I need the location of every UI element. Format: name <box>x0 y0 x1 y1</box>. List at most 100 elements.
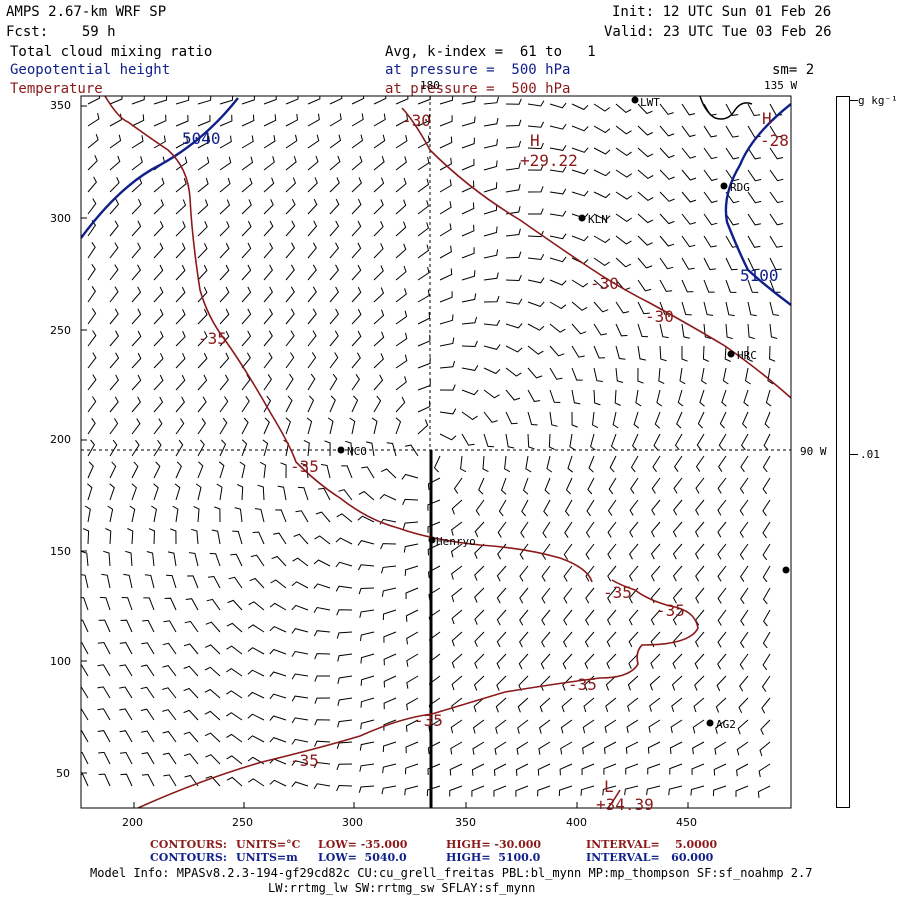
wind-barb <box>593 257 610 267</box>
wind-barb <box>695 455 705 472</box>
wind-barb <box>193 505 200 523</box>
colorbar-top-tick <box>850 100 858 101</box>
wind-barb <box>241 308 252 325</box>
wind-barb <box>769 323 778 339</box>
wind-barb <box>528 208 544 215</box>
wind-barb <box>307 330 317 347</box>
wind-barb <box>175 374 186 391</box>
contour-info-height-high: HIGH= 5100.0 <box>446 851 541 864</box>
temp-label: -28 <box>760 131 789 150</box>
wind-barb <box>451 631 463 647</box>
wind-barb <box>336 763 353 771</box>
wind-barb <box>219 177 231 193</box>
wind-barb <box>505 228 521 237</box>
y-tick: 100 <box>50 655 71 668</box>
wind-barb <box>747 257 760 271</box>
wind-barb <box>603 741 617 754</box>
wind-barb <box>87 330 97 347</box>
wind-barb <box>109 264 119 281</box>
wind-barb <box>153 439 162 457</box>
wind-barb <box>681 125 696 138</box>
wind-barb <box>318 487 331 501</box>
wind-barb <box>584 631 595 648</box>
wind-barb <box>716 675 727 692</box>
wind-barb <box>541 587 551 604</box>
wind-barb <box>505 433 515 449</box>
wind-barb <box>204 688 221 699</box>
wind-barb <box>204 644 221 655</box>
wind-barb <box>517 697 529 713</box>
wind-barb <box>427 521 441 533</box>
wind-barb <box>719 411 727 429</box>
wind-barb <box>383 697 397 710</box>
wind-barb <box>109 96 123 105</box>
wind-barb <box>582 741 595 755</box>
wind-barb <box>615 191 633 200</box>
wind-barb <box>351 308 362 325</box>
wind-barb <box>703 279 715 293</box>
wind-barb <box>373 331 385 347</box>
wind-barb <box>628 609 639 626</box>
wind-barb <box>740 433 749 451</box>
wind-barb <box>590 433 596 451</box>
wind-barb <box>567 455 574 473</box>
wind-barb <box>175 114 189 127</box>
wind-barb <box>671 697 683 712</box>
wind-barb <box>259 461 267 479</box>
wind-barb <box>483 204 498 215</box>
axis-ticks <box>81 105 689 808</box>
wind-barb <box>153 483 159 501</box>
wind-barb <box>626 719 639 733</box>
wind-barb <box>740 455 749 473</box>
wind-barb <box>606 653 617 670</box>
wind-barb <box>747 169 762 182</box>
wind-barb <box>695 499 705 516</box>
wind-barb <box>81 597 89 611</box>
wind-barb <box>81 773 89 787</box>
wind-barb <box>98 773 111 787</box>
wind-barb <box>395 396 406 413</box>
wind-barb <box>285 220 296 237</box>
wind-barb <box>605 697 617 712</box>
wind-barb <box>717 587 727 604</box>
wind-barb <box>747 103 761 117</box>
wind-barb <box>695 477 705 494</box>
wind-barb <box>87 176 98 193</box>
wind-barb <box>637 213 654 224</box>
wind-barb <box>373 220 384 237</box>
wind-barb <box>109 308 119 325</box>
wind-barb <box>241 330 252 347</box>
wind-barb <box>175 308 186 325</box>
wind-barb <box>625 741 639 754</box>
station-edge-dot <box>782 566 790 574</box>
wind-barb <box>148 528 156 545</box>
model-info-line1: Model Info: MPASv8.2.3-194-gf29cd82c CU:… <box>90 866 813 880</box>
wind-barb <box>761 675 771 692</box>
wind-barb <box>175 461 182 479</box>
wind-barb <box>232 530 243 545</box>
wind-barb <box>615 147 632 157</box>
wind-barb <box>628 631 639 648</box>
wind-barb <box>735 785 749 797</box>
wind-barb <box>593 235 611 244</box>
wind-barb <box>313 583 331 589</box>
wind-barb <box>427 741 441 754</box>
wind-barb <box>505 119 522 127</box>
wind-barb <box>762 609 771 627</box>
wind-barb <box>269 648 287 655</box>
wind-barb <box>197 221 208 237</box>
wind-barb <box>762 455 771 473</box>
wind-barb <box>291 581 309 589</box>
wind-barb <box>336 609 353 616</box>
wind-barb <box>650 587 661 604</box>
wind-barb <box>461 96 477 105</box>
wind-barb <box>314 719 331 726</box>
wind-barb <box>329 242 340 259</box>
wind-barb <box>669 763 683 775</box>
wind-barb <box>593 103 611 112</box>
wind-barb <box>744 367 751 385</box>
wind-barb <box>672 521 683 538</box>
wind-barb <box>673 499 683 516</box>
wind-barb <box>606 631 617 648</box>
y-tick: 300 <box>50 212 71 225</box>
